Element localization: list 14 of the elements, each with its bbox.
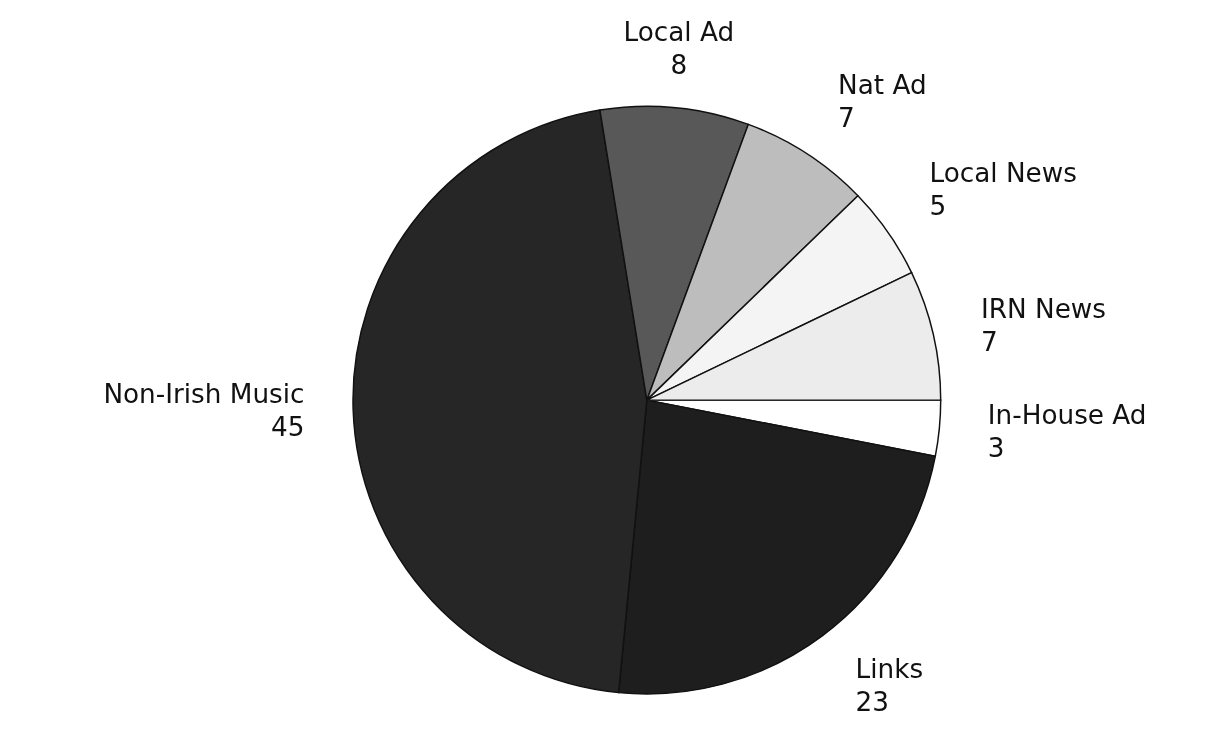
slice-label: In-House Ad (987, 400, 1147, 431)
slice-label: Local News (929, 158, 1077, 189)
slice-label: Local Ad (623, 17, 735, 48)
data-label: 23 (855, 687, 890, 718)
slice-label: Non-Irish Music (103, 378, 305, 409)
slice-label: Links (855, 654, 924, 685)
data-label: 7 (981, 327, 998, 358)
data-label: 7 (838, 102, 855, 133)
data-label: 5 (929, 191, 947, 222)
data-label: 45 (271, 411, 305, 442)
data-label: 8 (670, 50, 688, 81)
slice-label: IRN News (981, 294, 1106, 325)
slice-label: Nat Ad (838, 69, 927, 100)
data-label: 3 (987, 433, 1005, 464)
